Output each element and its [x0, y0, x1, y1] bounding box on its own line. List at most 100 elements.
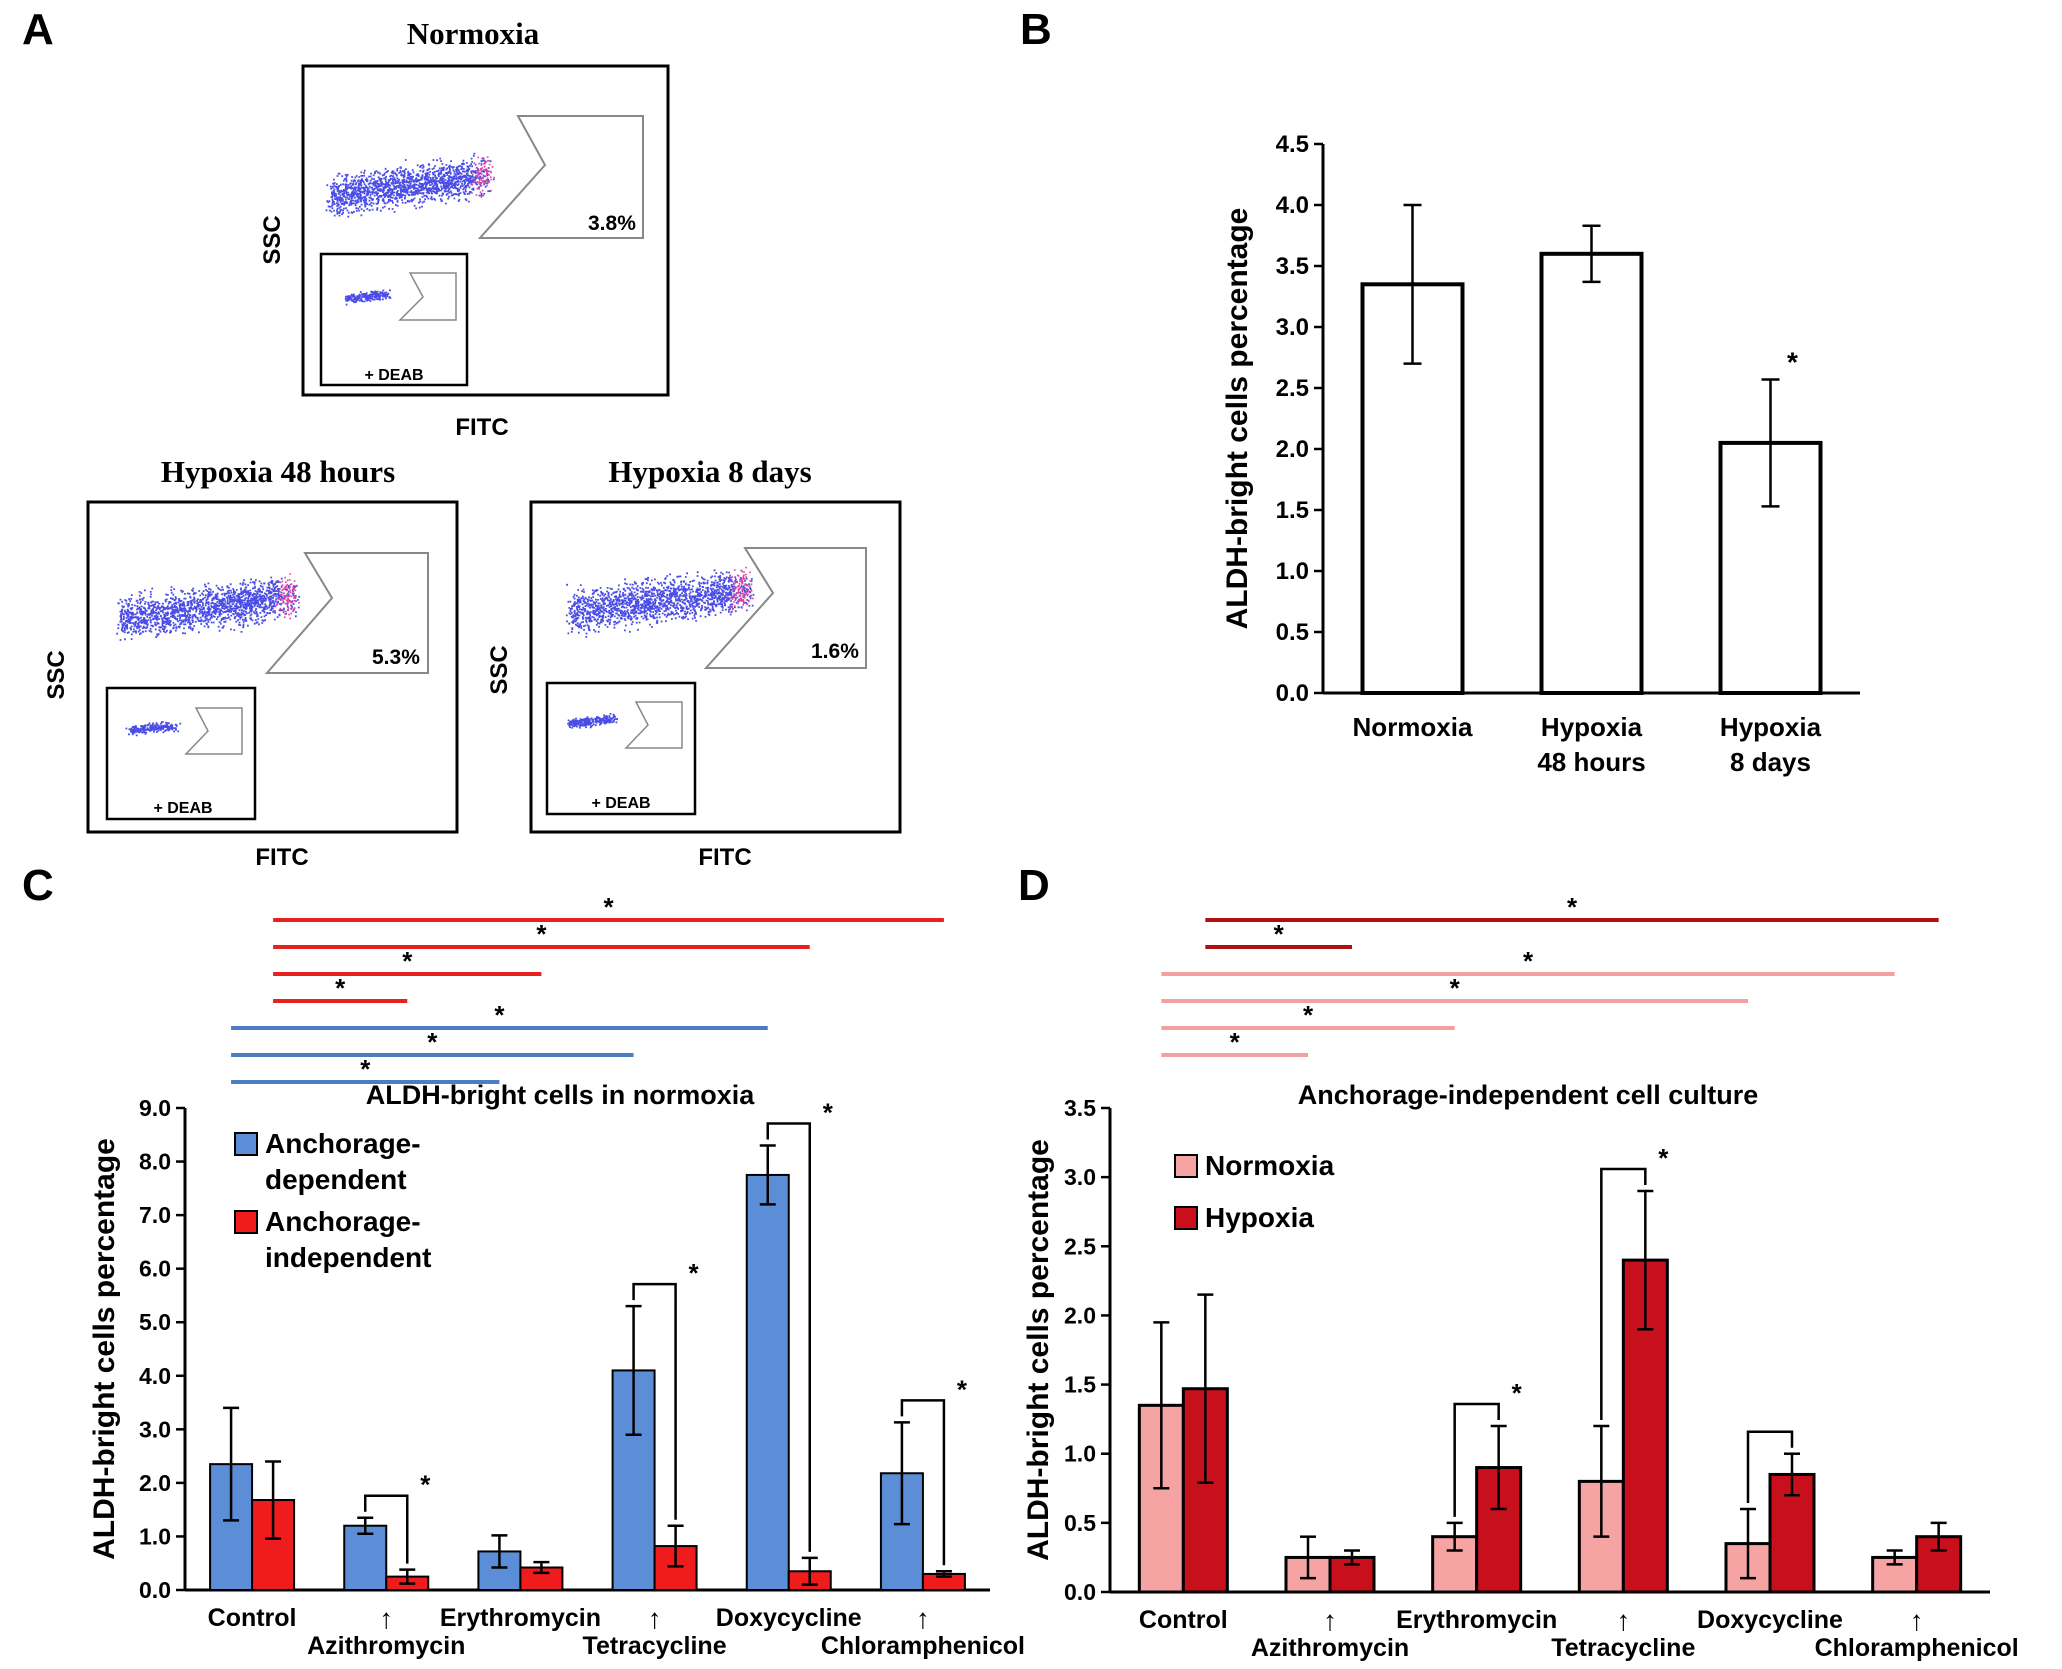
- scatter-dots: [565, 566, 755, 638]
- category-label: Tetracycline: [583, 1632, 727, 1660]
- category-label: Doxycycline: [716, 1604, 862, 1632]
- y-axis-label: ALDH-bright cells percentage: [88, 1138, 121, 1560]
- significance-star: *: [1567, 892, 1578, 922]
- legend-label: Anchorage-: [265, 1206, 421, 1237]
- legend-label: Anchorage-: [265, 1128, 421, 1159]
- gate-percentage: 5.3%: [372, 646, 420, 669]
- significance-star: *: [536, 919, 547, 949]
- category-label: Tetracycline: [1551, 1634, 1695, 1662]
- bar-value: [1539, 251, 1644, 696]
- inset-dots: [567, 713, 618, 729]
- y-tick-label: 2.0: [139, 1470, 171, 1496]
- y-tick-label: 4.0: [1276, 192, 1309, 219]
- y-axis-label: SSC: [259, 215, 286, 264]
- bar-anchorage-dependent: [343, 1524, 388, 1591]
- significance-star: *: [1230, 1027, 1241, 1057]
- inset-label: + DEAB: [591, 795, 650, 812]
- comparison-bracket: [766, 1122, 811, 1552]
- category-arrow: ↑: [379, 1603, 393, 1634]
- significance-star: *: [1274, 919, 1285, 949]
- y-tick-label: 1.5: [1064, 1372, 1096, 1398]
- y-axis-label: SSC: [486, 645, 513, 694]
- flow-plot-normoxia: Normoxia 3.8% + DEAB FITC SSC: [259, 16, 670, 441]
- legend-swatch: [234, 1210, 258, 1234]
- inset-label: + DEAB: [153, 800, 212, 817]
- y-tick-label: 1.0: [1276, 558, 1309, 585]
- y-tick-label: 6.0: [139, 1256, 171, 1282]
- y-tick-label: 3.5: [1276, 253, 1309, 280]
- y-tick-label: 2.5: [1276, 375, 1309, 402]
- gated-events: [471, 156, 495, 198]
- category-label: Doxycycline: [1697, 1606, 1843, 1634]
- blue-events: [116, 576, 301, 641]
- bar-hypoxia: [1475, 1466, 1523, 1594]
- y-tick-label: 2.5: [1064, 1233, 1096, 1259]
- category-label: Control: [208, 1604, 297, 1632]
- y-tick-label: 3.0: [1276, 314, 1309, 341]
- flow-plot-title: Hypoxia 48 hours: [161, 454, 395, 489]
- category-label: 48 hours: [1537, 747, 1645, 777]
- y-tick-label: 9.0: [139, 1095, 171, 1121]
- y-axis-label: SSC: [43, 650, 70, 699]
- y-tick-label: 1.0: [1064, 1441, 1096, 1467]
- significance-star: *: [494, 1000, 505, 1030]
- y-tick-label: 7.0: [139, 1202, 171, 1228]
- blue-events: [325, 152, 495, 218]
- flow-plot-frame: [301, 64, 670, 397]
- significance-star: *: [427, 1027, 438, 1057]
- category-label: Hypoxia: [1720, 712, 1822, 742]
- inset-dots: [344, 289, 392, 306]
- category-label: Chloramphenicol: [1815, 1634, 2019, 1662]
- y-tick-label: 0.0: [1064, 1579, 1096, 1605]
- significance-star: *: [360, 1054, 371, 1084]
- y-tick-label: 3.0: [139, 1416, 171, 1442]
- chart-panel-c: 0.0 1.0 2.0 3.0 4.0 5.0 6.0 7.0 8.0 9.0 ALDH-brigh…: [88, 892, 1025, 1660]
- legend-swatch: [234, 1132, 258, 1156]
- chart-panel-d: 0.0 0.5 1.0 1.5 2.0 2.5 3.0 3.5 ALDH-bright cell…: [1022, 892, 2019, 1662]
- inset-dots: [125, 721, 182, 737]
- y-tick-label: 5.0: [139, 1309, 171, 1335]
- legend-swatch: [1174, 1206, 1198, 1230]
- gated-events: [726, 566, 754, 612]
- comparison-bracket: [1600, 1167, 1647, 1421]
- y-tick-label: 8.0: [139, 1149, 171, 1175]
- chart-panel-b: 0.0 0.5 1.0 1.5 2.0 2.5 3.0 3.5 4.0 4.5 ALDH-brigh…: [1221, 131, 1860, 777]
- significance-star: *: [420, 1470, 431, 1500]
- significance-star: *: [1512, 1378, 1523, 1408]
- category-label: Hypoxia: [1541, 712, 1643, 742]
- scatter-dots: [325, 152, 495, 218]
- x-axis-label: FITC: [455, 414, 508, 441]
- gated-events: [274, 573, 300, 620]
- category-arrow: ↑: [916, 1603, 930, 1634]
- significance-star: *: [335, 973, 346, 1003]
- significance-star: *: [1787, 346, 1798, 377]
- comparison-bracket: [632, 1282, 677, 1520]
- gate-percentage: 1.6%: [811, 640, 859, 663]
- flow-plot-title: Hypoxia 8 days: [608, 454, 811, 489]
- flow-plot-hypoxia-48h: Hypoxia 48 hours 5.3% + DEAB FITC SSC: [43, 454, 459, 871]
- blue-events: [565, 569, 755, 638]
- inset-gate: [398, 272, 457, 321]
- y-tick-label: 0.0: [139, 1577, 171, 1603]
- significance-star: *: [689, 1258, 700, 1288]
- y-tick-label: 3.5: [1064, 1095, 1096, 1121]
- category-label: Chloramphenicol: [821, 1632, 1025, 1660]
- y-axis-label: ALDH-bright cells percentage: [1022, 1139, 1055, 1561]
- category-label: Erythromycin: [1396, 1606, 1557, 1634]
- y-tick-label: 2.0: [1064, 1302, 1096, 1328]
- gate-polygon: [477, 115, 644, 239]
- significance-star: *: [603, 892, 614, 922]
- chart-title: ALDH-bright cells in normoxia: [366, 1080, 756, 1110]
- significance-star: *: [1658, 1143, 1669, 1173]
- legend-swatch: [1174, 1154, 1198, 1178]
- flow-plot-hypoxia-8d: Hypoxia 8 days 1.6% + DEAB FITC SSC: [486, 454, 902, 871]
- comparison-bracket: [364, 1494, 409, 1564]
- category-arrow: ↑: [1616, 1605, 1630, 1636]
- y-tick-label: 1.5: [1276, 497, 1309, 524]
- significance-star: *: [1303, 1000, 1314, 1030]
- chart-title: Anchorage-independent cell culture: [1298, 1080, 1759, 1110]
- scatter-dots: [116, 573, 301, 641]
- category-label: 8 days: [1730, 747, 1811, 777]
- significance-star: *: [1523, 946, 1534, 976]
